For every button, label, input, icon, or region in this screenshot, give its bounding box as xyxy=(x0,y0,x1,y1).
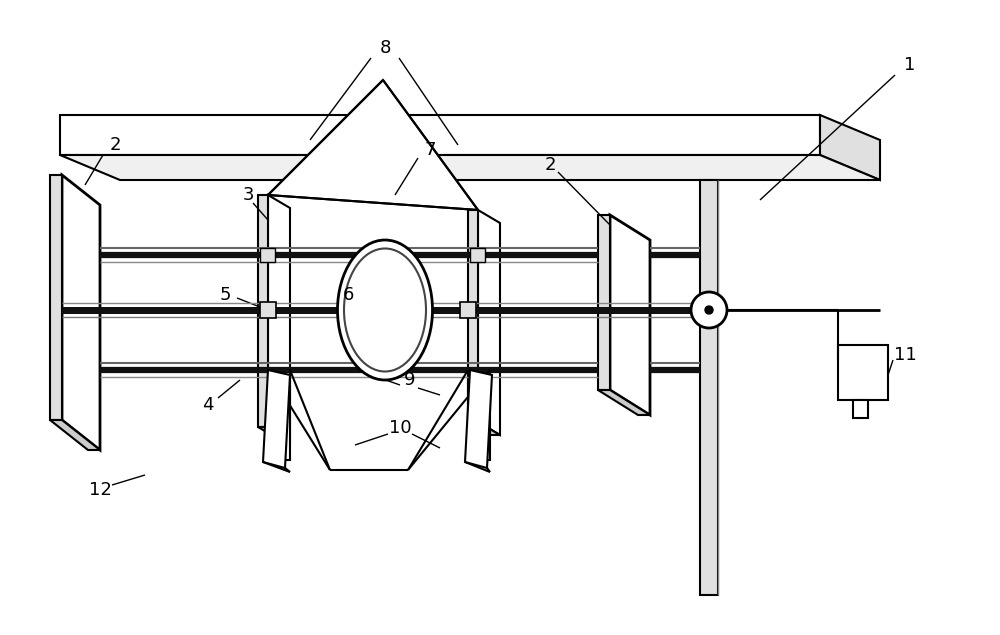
Text: 2: 2 xyxy=(109,136,121,154)
Text: 4: 4 xyxy=(202,396,214,414)
Text: 12: 12 xyxy=(89,481,111,499)
Polygon shape xyxy=(260,302,276,318)
Ellipse shape xyxy=(338,240,432,380)
Polygon shape xyxy=(468,370,490,460)
Polygon shape xyxy=(700,180,718,595)
Polygon shape xyxy=(598,390,650,415)
Polygon shape xyxy=(838,345,888,400)
Text: 7: 7 xyxy=(424,141,436,159)
Polygon shape xyxy=(60,155,880,180)
Polygon shape xyxy=(470,248,485,262)
Polygon shape xyxy=(853,400,868,418)
Circle shape xyxy=(691,292,727,328)
Polygon shape xyxy=(60,115,820,155)
Polygon shape xyxy=(268,370,290,460)
Polygon shape xyxy=(610,215,650,415)
Text: 3: 3 xyxy=(242,186,254,204)
Polygon shape xyxy=(598,215,610,390)
Polygon shape xyxy=(468,422,500,435)
Polygon shape xyxy=(468,210,478,422)
Text: 2: 2 xyxy=(544,156,556,174)
Text: 6: 6 xyxy=(342,286,354,304)
Polygon shape xyxy=(258,195,268,427)
Ellipse shape xyxy=(344,248,426,371)
Text: 9: 9 xyxy=(404,371,416,389)
Polygon shape xyxy=(465,370,492,468)
Polygon shape xyxy=(460,302,476,318)
Polygon shape xyxy=(62,175,100,450)
Text: 11: 11 xyxy=(894,346,916,364)
Polygon shape xyxy=(50,420,100,450)
Text: 5: 5 xyxy=(219,286,231,304)
Polygon shape xyxy=(50,175,62,420)
Text: 8: 8 xyxy=(379,39,391,57)
Polygon shape xyxy=(263,370,290,468)
Polygon shape xyxy=(268,195,290,440)
Polygon shape xyxy=(478,210,500,435)
Polygon shape xyxy=(260,248,275,262)
Polygon shape xyxy=(268,80,478,210)
Text: 1: 1 xyxy=(904,56,916,74)
Text: 10: 10 xyxy=(389,419,411,437)
Circle shape xyxy=(705,306,713,314)
Polygon shape xyxy=(258,427,290,440)
Polygon shape xyxy=(820,115,880,180)
